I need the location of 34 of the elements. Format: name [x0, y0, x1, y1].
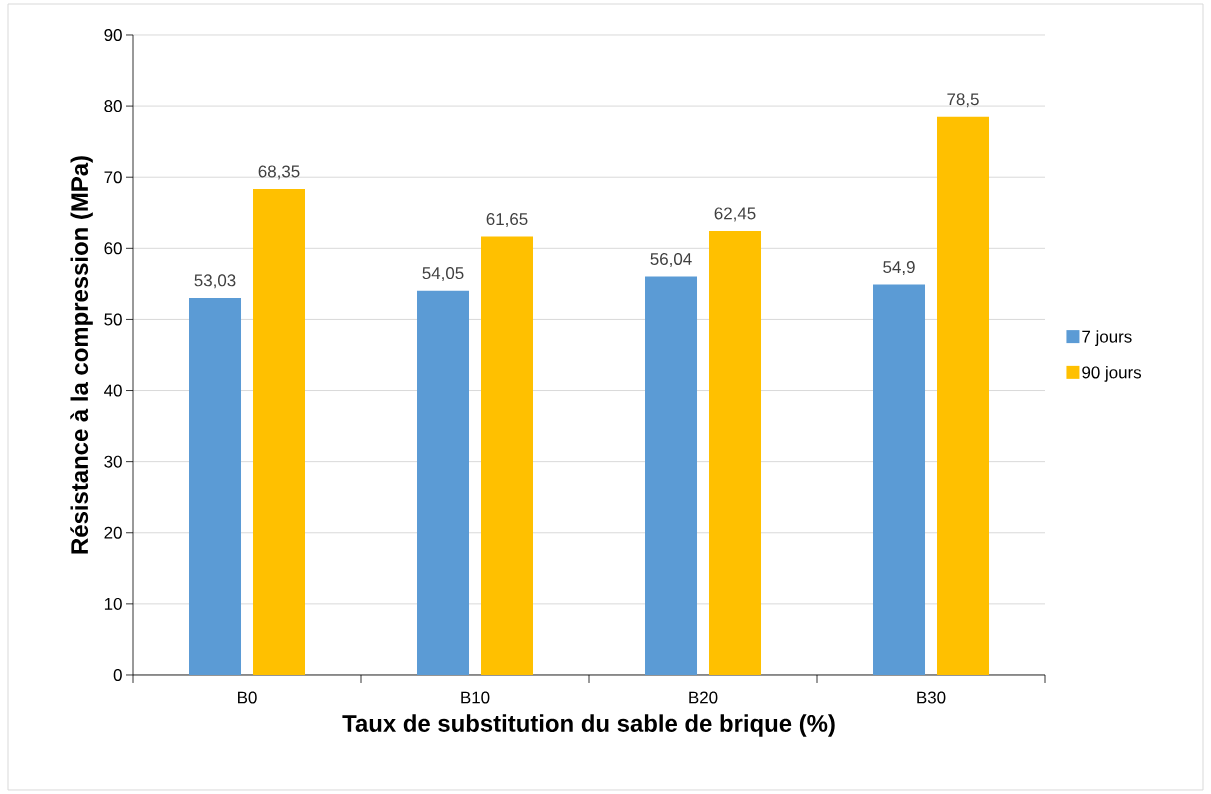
data-label: 68,35 [258, 165, 300, 180]
y-tick-label: 70 [104, 171, 122, 184]
bar [873, 284, 926, 675]
y-tick-label: 20 [104, 526, 122, 539]
bar [645, 276, 698, 675]
data-label: 61,65 [486, 213, 528, 228]
y-tick-label: 80 [104, 100, 122, 113]
y-tick-label: 40 [104, 384, 122, 397]
x-axis-title: Taux de substitution du sable de brique (%) [342, 714, 835, 737]
bar [709, 230, 762, 675]
x-tick-label: B10 [461, 691, 490, 704]
y-tick-label: 50 [104, 313, 122, 326]
data-label: 54,9 [883, 261, 915, 276]
legend-label: 7 jours [1082, 330, 1132, 347]
y-tick-label: 10 [104, 597, 122, 610]
data-label: 56,04 [650, 252, 692, 267]
y-tick-label: 30 [104, 455, 122, 468]
y-axis-title: Résistance à la compression (MPa) [70, 156, 93, 554]
y-tick-label: 0 [113, 668, 122, 681]
x-tick-label: B20 [689, 691, 718, 704]
data-label: 54,05 [422, 267, 464, 282]
y-tick-label: 90 [104, 28, 122, 41]
data-label: 62,45 [714, 207, 756, 222]
legend-label: 90 jours [1082, 365, 1142, 382]
data-label: 53,03 [194, 274, 236, 289]
data-label: 78,5 [947, 93, 979, 108]
bar [189, 297, 242, 675]
x-tick-label: B0 [238, 691, 257, 704]
y-tick-label: 60 [104, 242, 122, 255]
bar [937, 116, 990, 675]
bar [481, 236, 534, 675]
bar [417, 290, 470, 675]
bar [253, 188, 306, 675]
x-tick-label: B30 [917, 691, 946, 704]
